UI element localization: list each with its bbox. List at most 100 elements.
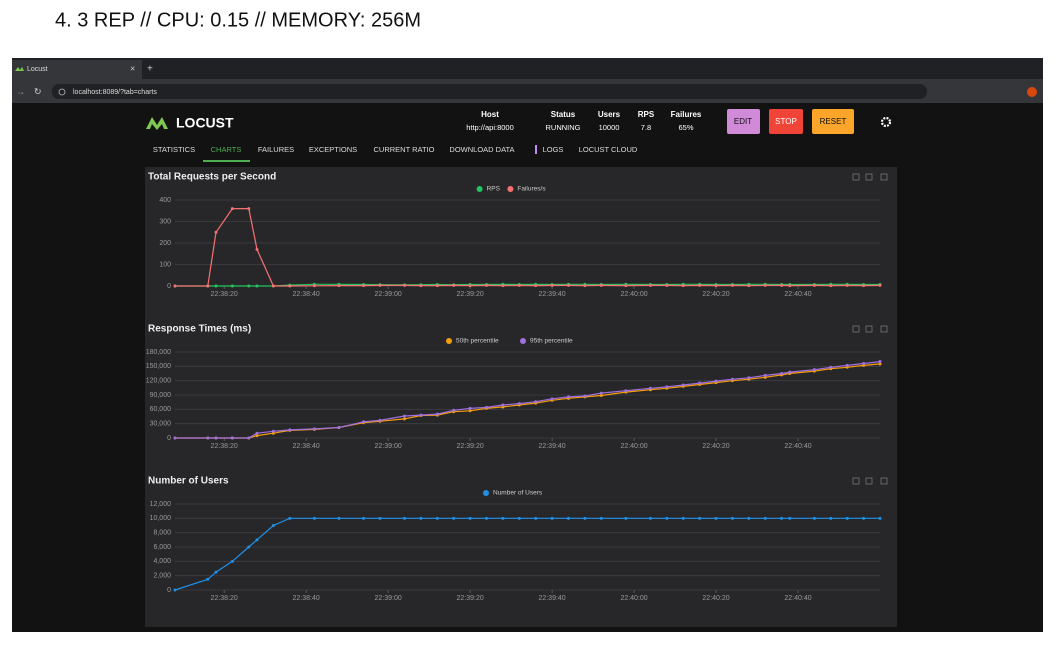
chart-tool[interactable]: [865, 325, 873, 333]
y-tick-label: 12,000: [150, 501, 172, 508]
data-point: [419, 516, 423, 520]
stat-label: RPS: [638, 110, 655, 119]
x-tick-label: 22:38:20: [211, 443, 238, 450]
data-point: [419, 284, 423, 288]
data-point: [214, 230, 218, 234]
x-tick-label: 22:39:00: [375, 443, 402, 450]
address-bar[interactable]: [52, 84, 927, 99]
chart-title: Total Requests per Second: [148, 172, 276, 183]
data-point: [648, 283, 652, 287]
data-point: [534, 284, 538, 288]
y-tick-label: 0: [167, 283, 171, 290]
data-point: [550, 516, 554, 520]
nav-tab[interactable]: DOWNLOAD DATA: [449, 145, 514, 154]
data-point: [214, 436, 218, 440]
stat-value: http://api:8000: [466, 123, 514, 132]
x-tick-label: 22:38:20: [211, 291, 238, 298]
data-point: [862, 284, 866, 288]
chart-tool[interactable]: [880, 477, 888, 485]
data-point: [648, 386, 652, 390]
settings[interactable]: [880, 116, 892, 128]
data-point: [403, 516, 407, 520]
x-tick-label: 22:39:20: [456, 291, 483, 298]
data-point: [583, 284, 587, 288]
data-point: [435, 284, 439, 288]
nav-tab[interactable]: EXCEPTIONS: [309, 145, 357, 154]
x-tick-label: 22:39:20: [456, 595, 483, 602]
legend-label: Failures/s: [517, 186, 546, 193]
reload[interactable]: ↻: [34, 86, 42, 96]
data-point: [173, 436, 177, 440]
data-point: [288, 428, 292, 432]
stop-button[interactable]: [769, 109, 803, 134]
legend-swatch: [446, 338, 452, 344]
url: localhost:8089/?tab=charts: [73, 89, 157, 96]
stat-value: 65%: [678, 123, 693, 132]
chart-tool[interactable]: [852, 173, 860, 181]
data-point: [862, 361, 866, 365]
legend-swatch: [483, 490, 489, 496]
new-tab[interactable]: +: [147, 64, 153, 75]
stat-value: 7.8: [641, 123, 651, 132]
data-point: [534, 516, 538, 520]
x-tick-label: 22:40:40: [784, 595, 811, 602]
data-point: [230, 207, 234, 211]
chart-tool[interactable]: [880, 325, 888, 333]
nav-underline: [203, 160, 250, 162]
y-tick-label: 10,000: [150, 515, 172, 522]
nav-tab[interactable]: LOCUST CLOUD: [579, 145, 638, 154]
data-point: [763, 516, 767, 520]
data-point: [206, 436, 210, 440]
nav-tab[interactable]: LOGS: [543, 145, 564, 154]
data-point: [878, 362, 882, 366]
data-point: [681, 516, 685, 520]
reset-button[interactable]: [812, 109, 854, 134]
y-tick-label: 120,000: [146, 378, 171, 385]
back[interactable]: →: [16, 86, 25, 96]
site-info[interactable]: [58, 88, 66, 96]
data-point: [788, 284, 792, 288]
data-point: [230, 436, 234, 440]
data-point: [812, 516, 816, 520]
data-point: [566, 395, 570, 399]
chart-tool[interactable]: [865, 477, 873, 485]
y-tick-label: 0: [167, 435, 171, 442]
data-point: [255, 538, 259, 542]
data-point: [665, 283, 669, 287]
data-point: [730, 377, 734, 381]
data-point: [206, 284, 210, 288]
data-point: [534, 400, 538, 404]
edit-button[interactable]: [727, 109, 760, 134]
y-tick-label: 100: [159, 261, 171, 268]
heading: 4. 3 REP // CPU: 0.15 // MEMORY: 256M: [55, 9, 421, 31]
y-tick-label: 8,000: [153, 530, 171, 537]
chart-tool[interactable]: [852, 325, 860, 333]
nav-tab[interactable]: FAILURES: [258, 145, 294, 154]
data-point: [517, 283, 521, 287]
data-point: [829, 365, 833, 369]
stat-value: 10000: [599, 123, 620, 132]
legend-swatch: [476, 186, 483, 192]
data-point: [566, 283, 570, 287]
x-tick-label: 22:38:40: [293, 291, 320, 298]
data-point: [485, 516, 489, 520]
tab-close[interactable]: ×: [130, 63, 135, 73]
chart-tool[interactable]: [865, 173, 873, 181]
profile[interactable]: [1027, 87, 1037, 97]
data-point: [468, 516, 472, 520]
data-point: [247, 436, 251, 440]
data-point: [599, 516, 603, 520]
data-point: [550, 397, 554, 401]
data-point: [566, 516, 570, 520]
chart-tool[interactable]: [852, 477, 860, 485]
chart-panel: [145, 167, 897, 627]
data-point: [583, 516, 587, 520]
nav-tab[interactable]: CHARTS: [211, 145, 242, 154]
x-tick-label: 22:38:40: [293, 443, 320, 450]
nav-tab[interactable]: STATISTICS: [153, 145, 195, 154]
tab[interactable]: [12, 60, 142, 79]
stop-label: STOP: [775, 117, 797, 126]
nav-tab[interactable]: CURRENT RATIO: [374, 145, 435, 154]
data-point: [247, 207, 251, 211]
chart-tool[interactable]: [880, 173, 888, 181]
